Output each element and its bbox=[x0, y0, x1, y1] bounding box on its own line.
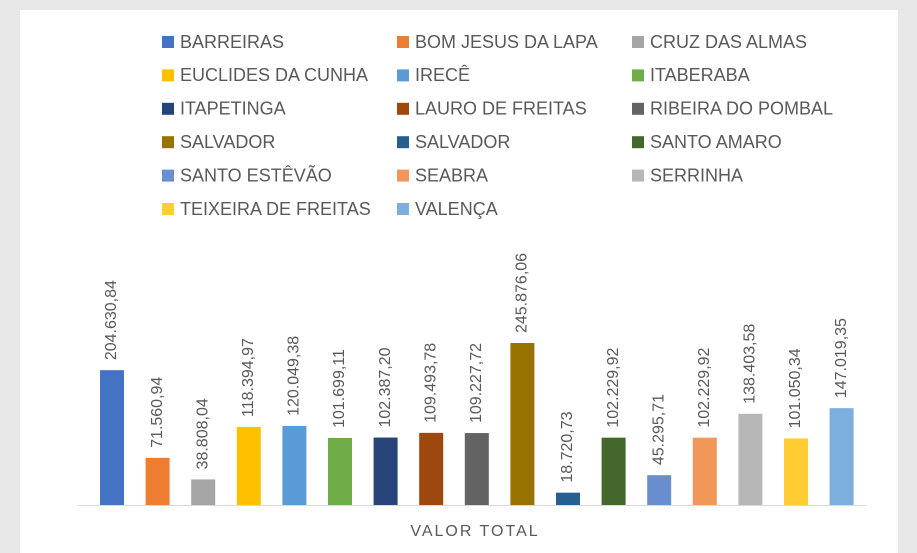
bar bbox=[647, 475, 672, 505]
legend-swatch bbox=[632, 102, 644, 115]
value-label: 101.699,11 bbox=[331, 349, 348, 428]
legend-swatch bbox=[397, 203, 409, 215]
legend-label: ITAPETINGA bbox=[180, 99, 286, 119]
bar bbox=[100, 370, 124, 505]
legend-swatch bbox=[162, 169, 174, 182]
legend-label: BARREIRAS bbox=[180, 32, 284, 52]
bar bbox=[236, 426, 261, 505]
legend-label: SANTO AMARO bbox=[650, 132, 782, 152]
bar bbox=[738, 413, 763, 505]
value-label: 102.229,92 bbox=[696, 347, 713, 427]
bar bbox=[556, 492, 580, 505]
legend-label: IRECÊ bbox=[415, 65, 470, 85]
value-label: 204.630,84 bbox=[103, 280, 120, 360]
legend-swatch bbox=[632, 36, 644, 48]
value-label: 45.295,71 bbox=[650, 394, 667, 465]
legend-label: LAURO DE FREITAS bbox=[415, 99, 587, 119]
value-label: 102.387,20 bbox=[377, 347, 394, 427]
value-label: 101.050,34 bbox=[787, 348, 804, 428]
legend-label: CRUZ DAS ALMAS bbox=[650, 32, 807, 52]
legend-swatch bbox=[397, 136, 409, 149]
bar bbox=[464, 433, 489, 505]
legend-swatch bbox=[632, 169, 644, 182]
bar bbox=[692, 437, 717, 505]
legend-label: EUCLIDES DA CUNHA bbox=[180, 65, 368, 85]
value-label: 118.394,97 bbox=[240, 338, 257, 417]
value-label: 102.229,92 bbox=[605, 347, 622, 427]
bar bbox=[373, 437, 398, 505]
legend-swatch bbox=[632, 136, 644, 149]
legend-swatch bbox=[162, 36, 174, 48]
legend-label: SANTO ESTÊVÃO bbox=[180, 164, 332, 185]
legend-swatch bbox=[397, 69, 409, 82]
legend-swatch bbox=[162, 136, 174, 149]
value-label: 120.049,38 bbox=[286, 336, 303, 416]
legend-label: SALVADOR bbox=[180, 132, 275, 152]
bar bbox=[328, 437, 352, 505]
legend-label: ITABERABA bbox=[650, 65, 750, 85]
legend-swatch bbox=[162, 203, 174, 215]
legend-label: SALVADOR bbox=[415, 132, 510, 152]
bar bbox=[282, 425, 307, 505]
legend-swatch bbox=[162, 69, 174, 82]
legend-label: BOM JESUS DA LAPA bbox=[415, 32, 598, 52]
legend-swatch bbox=[632, 69, 644, 82]
bar bbox=[829, 408, 854, 505]
value-label: 71.560,94 bbox=[149, 377, 166, 448]
value-label: 245.876,06 bbox=[514, 253, 531, 333]
bar bbox=[510, 343, 535, 505]
value-label: 147.019,35 bbox=[833, 318, 850, 398]
value-label: 18.720,73 bbox=[559, 411, 576, 482]
value-label: 38.808,04 bbox=[194, 398, 211, 469]
x-tick-label: VALOR TOTAL bbox=[410, 523, 539, 540]
bar bbox=[601, 437, 626, 505]
bar bbox=[784, 438, 808, 505]
bar bbox=[191, 479, 216, 505]
value-label: 109.227,72 bbox=[468, 343, 485, 423]
value-label: 109.493,78 bbox=[422, 343, 439, 423]
legend-label: SERRINHA bbox=[650, 165, 743, 185]
bar bbox=[145, 457, 170, 505]
legend-swatch bbox=[162, 102, 174, 115]
legend-label: VALENÇA bbox=[415, 199, 498, 219]
value-label: 138.403,58 bbox=[742, 324, 759, 404]
legend-label: RIBEIRA DO POMBAL bbox=[650, 99, 833, 119]
legend-swatch bbox=[397, 102, 409, 115]
legend-swatch bbox=[397, 169, 409, 182]
bar bbox=[419, 432, 444, 505]
legend-label: SEABRA bbox=[415, 165, 488, 185]
legend-swatch bbox=[397, 36, 409, 48]
legend-label: TEIXEIRA DE FREITAS bbox=[180, 199, 371, 219]
